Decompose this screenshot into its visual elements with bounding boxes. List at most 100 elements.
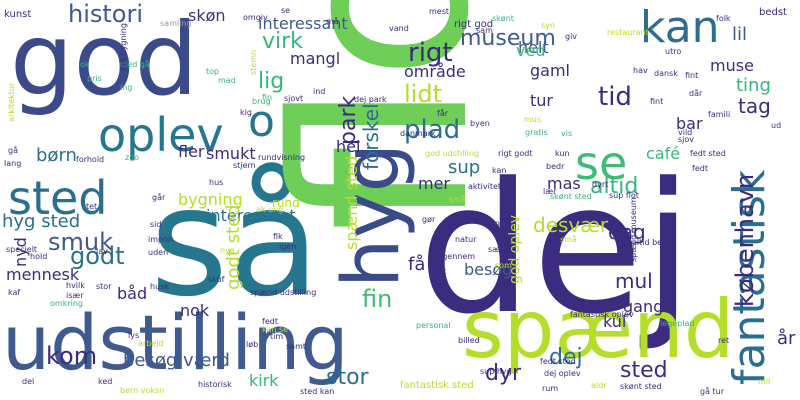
word-small: husk	[150, 282, 169, 291]
word-small: sup flot	[609, 191, 639, 200]
word-small: skønt	[492, 14, 514, 23]
word-small: små	[449, 195, 466, 204]
word-small: ud	[771, 121, 782, 130]
word: bar	[676, 114, 703, 133]
word: histori	[68, 0, 144, 28]
word: skøn	[188, 6, 226, 25]
word: københavn	[731, 173, 759, 307]
word-small: sted gå	[120, 60, 150, 69]
word: altid	[590, 174, 639, 199]
word-small: fedt sted	[540, 357, 576, 366]
word-small: gratis	[525, 128, 548, 137]
word-small: stor	[96, 282, 112, 291]
word-small: fint	[650, 97, 664, 106]
word-small: dyrt	[592, 180, 609, 189]
word-small: lang	[4, 159, 22, 168]
word: desvær	[533, 213, 609, 237]
word: mennesk	[6, 265, 80, 284]
word-small: sjov	[678, 135, 695, 144]
word-large: oplev	[98, 108, 224, 162]
word: rund	[272, 196, 300, 210]
word: kom	[46, 342, 98, 370]
word-small: uden	[148, 248, 169, 257]
word-small: billed	[458, 336, 480, 345]
word-small: gør	[422, 215, 436, 224]
word-small: personal	[416, 321, 451, 330]
word-small: god udstilling	[425, 149, 480, 158]
word-small: danmark	[400, 129, 436, 138]
word-small: folk	[716, 14, 731, 23]
word-small: igen	[279, 242, 297, 251]
word-small: fantastisk sted	[400, 380, 474, 391]
word-small: sam	[476, 26, 493, 35]
word: lig	[258, 69, 285, 94]
word-small: løb	[246, 340, 259, 349]
word-small: arkitektur	[7, 82, 16, 122]
word-small: omkring	[50, 299, 83, 308]
word-small: hav	[633, 66, 648, 75]
word-small: mest	[429, 7, 450, 16]
word-small: zoo	[125, 153, 139, 162]
word-small: forhold	[76, 155, 105, 164]
word-small: igennem	[440, 252, 476, 261]
word-small: natur	[455, 235, 477, 244]
word-small: hvilk	[66, 281, 85, 290]
word: nok	[180, 301, 210, 320]
word: lidt	[404, 80, 442, 108]
word-small: rigt god	[454, 19, 494, 30]
word: børn	[36, 145, 77, 166]
word: besøg	[464, 260, 513, 279]
word-small: går	[152, 193, 166, 202]
word: tid	[598, 82, 632, 112]
word-small: rum	[542, 384, 559, 393]
word-small: stjern	[233, 161, 256, 170]
word: hel	[336, 137, 361, 156]
word: år	[777, 328, 796, 349]
word-small: nye	[220, 246, 235, 255]
word: smuk	[48, 228, 113, 256]
word: plad	[404, 115, 461, 145]
word-small: impon	[148, 235, 174, 244]
word-small: arbejd	[138, 339, 164, 348]
word: gang	[623, 297, 664, 316]
word: få	[408, 254, 426, 275]
word-small: sær	[488, 245, 504, 254]
word: tag	[738, 94, 771, 118]
word-small: mad	[218, 76, 236, 85]
word-small: skuf	[208, 275, 225, 284]
word-large: kan	[640, 2, 720, 53]
word-small: rundvisning	[258, 153, 306, 162]
word-small: ked	[98, 377, 113, 386]
word-small: se	[281, 6, 291, 15]
word: kul	[603, 312, 627, 331]
word-small: stemn	[249, 49, 258, 75]
word-large: o	[248, 96, 275, 147]
word-small: samling	[160, 19, 192, 28]
word-small: fedt	[262, 317, 278, 326]
word-small: som	[495, 261, 512, 270]
word-small: andr	[490, 219, 509, 228]
word-small: sup hyg	[480, 367, 512, 376]
word-small: ing	[120, 83, 133, 92]
word-small: især	[66, 291, 84, 300]
word-small: kaf	[8, 288, 21, 297]
word: museum	[460, 26, 556, 51]
word-small: lær	[543, 187, 557, 196]
word: fin	[362, 285, 393, 313]
word: dej	[549, 345, 583, 370]
word: båd	[117, 284, 148, 303]
word-small: ret	[718, 336, 730, 345]
word-small: mil	[758, 377, 771, 386]
word: god oplev	[507, 214, 523, 284]
word-small: ok	[80, 60, 90, 69]
word-small: historisk	[198, 380, 232, 389]
word-small: fik	[273, 232, 283, 241]
word: mer	[418, 174, 451, 193]
word-large: se	[575, 136, 628, 190]
word-small: hus	[209, 178, 224, 187]
word-small: top	[206, 67, 220, 76]
word: godt	[70, 242, 125, 270]
word-small: spænd museum	[629, 197, 638, 262]
word: sup	[448, 157, 481, 178]
word-small: gå tur	[700, 387, 725, 396]
